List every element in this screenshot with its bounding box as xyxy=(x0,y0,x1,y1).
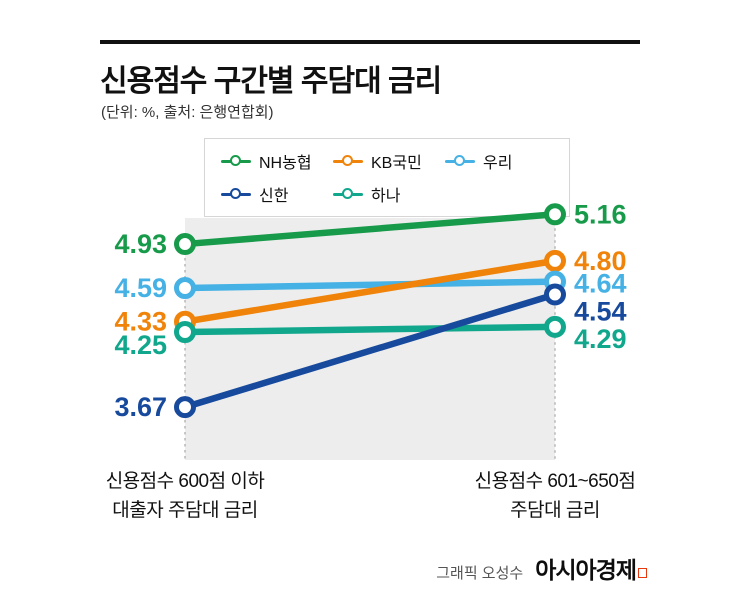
x-axis-label-line: 대출자 주담대 금리 xyxy=(112,499,258,521)
legend-label: KB국민 xyxy=(371,155,422,172)
legend-item-우리: 우리 xyxy=(445,149,553,173)
x-axis-label-line: 주담대 금리 xyxy=(510,499,600,521)
marker-NH농협-0 xyxy=(174,233,196,256)
legend-label: 신한 xyxy=(259,188,289,205)
marker-우리-0 xyxy=(174,277,196,300)
value-label-하나-left: 4.25 xyxy=(114,330,167,360)
footer: 그래픽 오성수 아시아경제 xyxy=(436,551,647,585)
legend-item-KB국민: KB국민 xyxy=(333,149,441,173)
marker-NH농협-1 xyxy=(544,203,566,226)
value-label-KB국민-left: 4.33 xyxy=(114,307,167,337)
value-label-KB국민-right: 4.80 xyxy=(574,246,627,276)
top-rule xyxy=(100,40,640,44)
marker-신한-1 xyxy=(544,283,566,306)
legend-item-신한: 신한 xyxy=(221,182,329,206)
page-title: 신용점수 구간별 주담대 금리 xyxy=(100,65,442,98)
value-label-NH농협-right: 5.16 xyxy=(574,199,627,229)
legend-item-NH농협: NH농협 xyxy=(221,149,329,173)
x-axis-label-line: 신용점수 601~650점 xyxy=(474,471,636,492)
series-line-NH농협 xyxy=(184,211,556,248)
x-axis-label-line: 신용점수 600점 이하 xyxy=(105,471,265,492)
legend-label: NH농협 xyxy=(259,155,312,172)
marker-하나-1 xyxy=(544,315,566,338)
publisher-logo-mark-icon xyxy=(638,568,647,578)
legend-marker-icon xyxy=(333,188,363,200)
value-label-신한-left: 3.67 xyxy=(114,392,167,422)
plot-band xyxy=(185,218,555,460)
value-label-신한-right: 4.54 xyxy=(574,297,627,327)
value-label-하나-right: 4.29 xyxy=(574,324,627,354)
legend-marker-icon xyxy=(221,155,251,167)
marker-KB국민-1 xyxy=(544,249,566,272)
legend-item-하나: 하나 xyxy=(333,182,441,206)
value-label-NH농협-left: 4.93 xyxy=(114,229,167,259)
legend-marker-icon xyxy=(333,155,363,167)
marker-신한-0 xyxy=(174,396,196,419)
value-label-우리-left: 4.59 xyxy=(114,273,167,303)
chart-subtitle: (단위: %, 출처: 은행연합회) xyxy=(101,104,274,121)
series-line-신한 xyxy=(184,291,556,411)
graphic-credit: 그래픽 오성수 xyxy=(436,565,524,582)
value-label-우리-right: 4.64 xyxy=(574,269,627,299)
legend-marker-icon xyxy=(221,188,251,200)
legend-marker-icon xyxy=(445,155,475,167)
series-line-하나 xyxy=(184,323,556,336)
marker-하나-0 xyxy=(174,321,196,344)
publisher-logo: 아시아경제 xyxy=(535,557,637,583)
legend-label: 하나 xyxy=(371,188,401,205)
legend-label: 우리 xyxy=(483,155,513,172)
series-line-우리 xyxy=(184,278,556,292)
series-line-KB국민 xyxy=(184,257,556,325)
